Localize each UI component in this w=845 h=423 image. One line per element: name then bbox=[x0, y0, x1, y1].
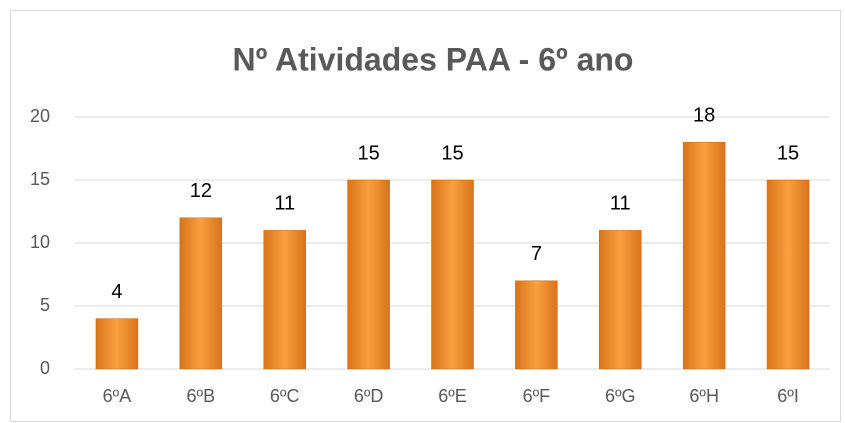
bar bbox=[515, 280, 558, 370]
data-label: 15 bbox=[357, 142, 379, 164]
x-tick-label: 6ºB bbox=[187, 386, 216, 406]
data-label: 11 bbox=[274, 193, 295, 215]
x-tick-label: 6ºA bbox=[103, 386, 132, 406]
x-tick-label: 6ºH bbox=[689, 386, 719, 406]
data-label: 15 bbox=[441, 142, 463, 164]
bar bbox=[599, 230, 642, 370]
bar bbox=[263, 230, 306, 370]
y-tick-label: 0 bbox=[40, 358, 50, 378]
x-tick-label: 6ºF bbox=[523, 386, 551, 406]
chart-title: Nº Atividades PAA - 6º ano bbox=[233, 41, 634, 77]
bar bbox=[347, 179, 390, 370]
data-label: 15 bbox=[777, 142, 799, 164]
data-label: 4 bbox=[111, 281, 122, 303]
x-tick-label: 6ºE bbox=[438, 386, 467, 406]
y-tick-label: 15 bbox=[30, 169, 50, 189]
x-tick-label: 6ºC bbox=[270, 386, 300, 406]
bar bbox=[179, 217, 223, 370]
y-tick-label: 10 bbox=[30, 232, 50, 252]
x-tick-label: 6ºG bbox=[605, 386, 636, 406]
data-label: 7 bbox=[531, 243, 542, 265]
bar bbox=[682, 141, 726, 370]
y-tick-label: 20 bbox=[30, 106, 50, 126]
y-tick-label: 5 bbox=[40, 295, 50, 315]
data-label: 12 bbox=[190, 180, 212, 202]
bar bbox=[431, 179, 474, 370]
data-label: 18 bbox=[693, 104, 715, 126]
x-tick-label: 6ºD bbox=[354, 386, 384, 406]
bar bbox=[766, 179, 810, 370]
bar bbox=[95, 318, 139, 370]
data-label: 11 bbox=[610, 193, 631, 215]
x-tick-label: 6ºI bbox=[777, 386, 799, 406]
